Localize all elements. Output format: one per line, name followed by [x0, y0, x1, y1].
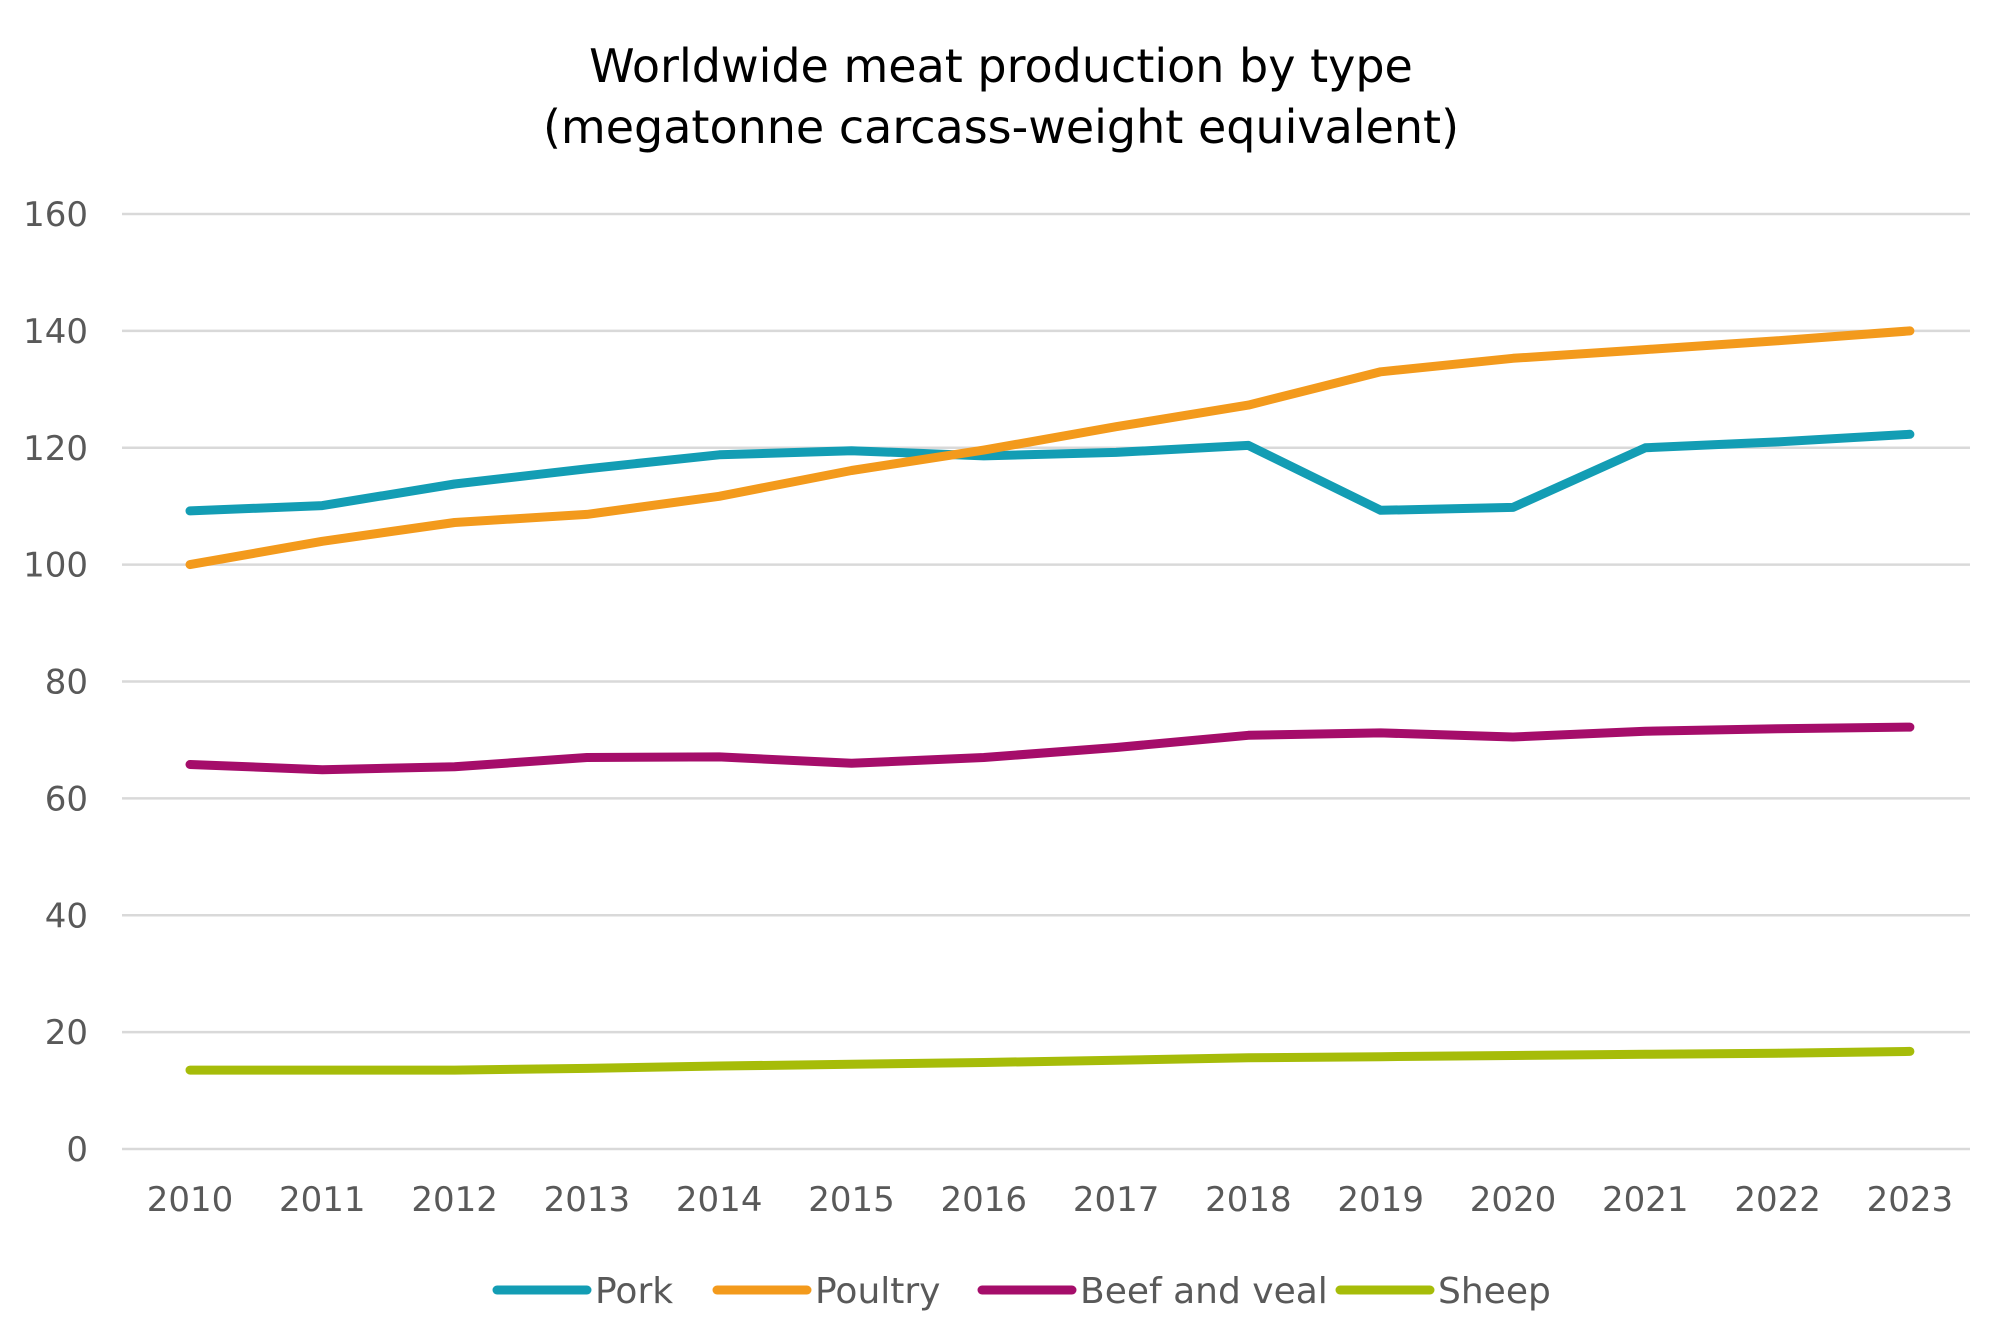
series-line-pork	[185, 429, 1915, 516]
x-tick-label: 2017	[1073, 1180, 1160, 1220]
x-tick-label: 2020	[1470, 1180, 1557, 1220]
x-tick-label: 2014	[676, 1180, 763, 1220]
x-tick-label: 2011	[279, 1180, 366, 1220]
x-tick-label: 2019	[1337, 1180, 1424, 1220]
legend-label-pork: Pork	[595, 1271, 673, 1312]
series-line-beef-and-veal	[185, 722, 1915, 775]
series-line-sheep	[185, 1046, 1915, 1075]
gridlines	[122, 212, 1970, 1151]
x-tick-label: 2021	[1602, 1180, 1689, 1220]
y-tick-label: 0	[66, 1130, 88, 1170]
chart-title: Worldwide meat production by type	[589, 39, 1413, 93]
y-tick-label: 140	[23, 312, 88, 352]
legend-label-sheep: Sheep	[1438, 1271, 1551, 1312]
x-tick-label: 2015	[808, 1180, 895, 1220]
y-tick-label: 40	[45, 896, 88, 936]
y-axis: 0 20 40 60 80 100 120 140 160	[23, 195, 88, 1170]
series-lines	[185, 326, 1915, 1075]
y-tick-label: 100	[23, 546, 88, 586]
x-tick-label: 2023	[1867, 1180, 1954, 1220]
x-tick-label: 2010	[147, 1180, 234, 1220]
y-tick-label: 160	[23, 195, 88, 235]
y-tick-label: 80	[45, 663, 88, 703]
legend: Pork Poultry Beef and veal Sheep	[492, 1271, 1551, 1312]
legend-label-beef-and-veal: Beef and veal	[1080, 1271, 1328, 1312]
x-tick-label: 2018	[1205, 1180, 1292, 1220]
series-line-poultry	[185, 326, 1915, 570]
y-tick-label: 120	[23, 429, 88, 469]
x-axis: 2010 2011 2012 2013 2014 2015 2016 2017 2018 2019…	[147, 1180, 1953, 1220]
legend-label-poultry: Poultry	[815, 1271, 941, 1312]
x-tick-label: 2013	[544, 1180, 631, 1220]
x-tick-label: 2016	[941, 1180, 1028, 1220]
y-tick-label: 60	[45, 779, 88, 819]
x-tick-label: 2022	[1734, 1180, 1821, 1220]
chart-subtitle: (megatonne carcass-weight equivalent)	[543, 100, 1459, 154]
y-tick-label: 20	[45, 1013, 88, 1053]
x-tick-label: 2012	[411, 1180, 498, 1220]
